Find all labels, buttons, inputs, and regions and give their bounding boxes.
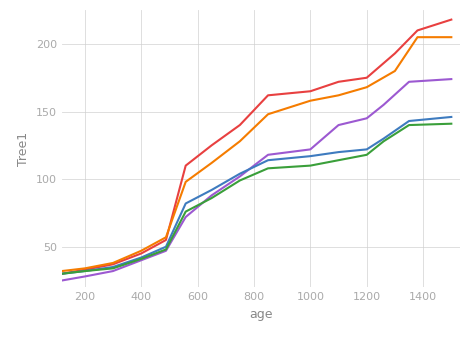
X-axis label: age: age xyxy=(249,308,273,321)
Y-axis label: Tree1: Tree1 xyxy=(17,132,30,166)
